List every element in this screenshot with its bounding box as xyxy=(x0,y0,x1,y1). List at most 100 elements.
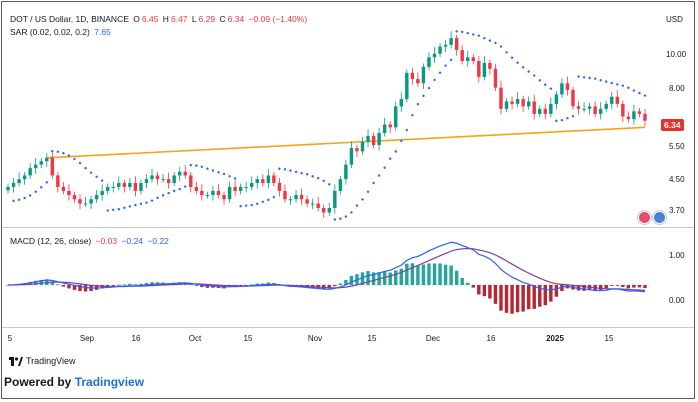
macd-histogram-bar xyxy=(405,263,409,285)
sar-dot xyxy=(605,80,608,83)
candle xyxy=(233,186,237,191)
macd-histogram-bar xyxy=(139,283,143,285)
sar-dot xyxy=(256,202,259,206)
symbol-title: DOT / US Dollar, 1D, BINANCE xyxy=(10,14,129,24)
candle xyxy=(222,195,226,200)
macd-histogram-bar xyxy=(349,275,354,285)
event-flag-icon[interactable] xyxy=(638,211,651,224)
macd-histogram-bar xyxy=(111,285,115,286)
tradingview-logo-text: TradingView xyxy=(26,356,76,366)
candle xyxy=(22,175,27,180)
sar-legend[interactable]: SAR (0.02, 0.02, 0.2) 7.65 xyxy=(10,27,113,38)
macd-histogram-bar xyxy=(621,285,625,287)
sar-dot xyxy=(112,208,115,212)
low-value: 6.29 xyxy=(198,14,216,24)
macd-signal-line xyxy=(8,247,646,291)
macd-histogram-bar xyxy=(432,263,437,285)
time-axis-label: Nov xyxy=(307,334,323,343)
time-axis-label: 2025 xyxy=(546,334,564,343)
high-value: 6.47 xyxy=(170,14,188,24)
macd-histogram-bar xyxy=(438,263,442,285)
sar-dot xyxy=(438,71,442,75)
macd-signal-value: −0.22 xyxy=(147,236,169,246)
sar-dot xyxy=(372,181,375,185)
macd-histogram-bar xyxy=(560,285,564,291)
sar-dot xyxy=(427,86,431,90)
candle xyxy=(388,124,392,128)
sar-dot xyxy=(516,61,519,64)
macd-histogram-bar xyxy=(83,285,88,292)
macd-histogram-bar xyxy=(504,285,509,313)
candle xyxy=(554,94,559,104)
price-axis-label: 4.50 xyxy=(669,175,685,184)
candle xyxy=(532,101,536,114)
candle xyxy=(327,207,331,213)
macd-histogram-bar xyxy=(416,265,420,285)
sar-dot xyxy=(84,166,87,170)
sar-dot xyxy=(89,171,93,174)
candle xyxy=(488,62,492,69)
sar-dot xyxy=(533,74,536,77)
sar-dot xyxy=(521,66,525,69)
candle xyxy=(161,179,165,181)
macd-histogram-bar xyxy=(394,270,398,285)
macd-histogram-bar xyxy=(632,285,636,288)
candle xyxy=(238,186,243,191)
sar-dot xyxy=(267,198,270,202)
symbol-legend[interactable]: DOT / US Dollar, 1D, BINANCE O 6.45 H 6.47… xyxy=(10,14,308,24)
candle xyxy=(39,161,43,165)
sar-dot xyxy=(206,167,209,170)
macd-histogram-bar xyxy=(205,285,210,288)
sar-dot xyxy=(28,194,32,197)
sar-value: 7.65 xyxy=(94,27,111,37)
candle xyxy=(78,199,82,204)
macd-histogram-bar xyxy=(482,285,487,297)
macd-histogram-bar xyxy=(61,285,66,287)
sar-dot xyxy=(106,209,109,212)
macd-histogram-bar xyxy=(538,285,542,307)
macd-histogram-bar xyxy=(488,285,492,299)
candle xyxy=(194,186,199,191)
sar-dot xyxy=(472,33,475,36)
candle xyxy=(538,108,542,114)
powered-by: Powered by Tradingview xyxy=(4,375,145,389)
candle xyxy=(227,186,232,200)
candle xyxy=(355,148,359,152)
sar-dot xyxy=(128,205,132,208)
sar-dot xyxy=(377,174,381,177)
macd-histogram-bar xyxy=(194,285,199,286)
candle xyxy=(128,183,132,187)
macd-histogram-bar xyxy=(521,285,525,312)
candle xyxy=(322,207,326,213)
candle xyxy=(510,101,514,104)
event-flag-icon[interactable] xyxy=(653,211,666,224)
sar-dot xyxy=(222,172,226,176)
currency-label[interactable]: USD xyxy=(666,15,683,24)
price-axis-label: 10.00 xyxy=(666,50,687,59)
time-axis-label: 15 xyxy=(367,334,377,343)
macd-histogram-bar xyxy=(360,272,365,285)
macd-label: MACD (12, 26, close) xyxy=(10,236,92,246)
tradingview-logo[interactable]: TradingView xyxy=(9,356,76,366)
macd-histogram-bar xyxy=(643,285,647,289)
candle xyxy=(294,195,298,200)
macd-histogram-bar xyxy=(327,285,331,289)
candle xyxy=(277,183,282,191)
macd-histogram-bar xyxy=(388,272,392,285)
sar-dot xyxy=(217,171,220,174)
candle xyxy=(83,203,88,205)
macd-legend[interactable]: MACD (12, 26, close) −0.03 −0.24 −0.22 xyxy=(10,236,171,247)
candle xyxy=(394,106,398,128)
powered-brand[interactable]: Tradingview xyxy=(74,375,145,389)
macd-histogram-bar xyxy=(250,284,254,286)
macd-histogram-bar xyxy=(454,270,459,285)
macd-histogram-bar xyxy=(421,264,426,285)
sar-dot xyxy=(244,204,248,207)
candle xyxy=(72,195,77,200)
candle xyxy=(117,183,121,187)
macd-histogram-bar xyxy=(244,285,248,286)
sar-dot xyxy=(422,94,425,98)
candle xyxy=(56,175,60,187)
candle xyxy=(288,199,293,201)
